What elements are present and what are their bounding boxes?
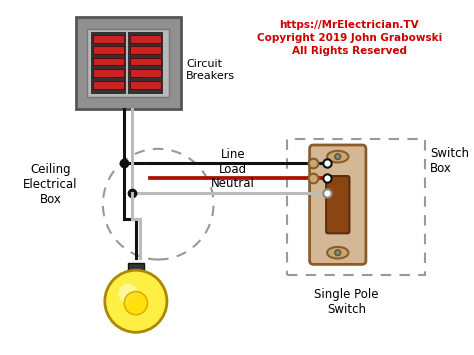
Text: Circuit
Breakers: Circuit Breakers — [186, 59, 236, 81]
Bar — [130, 69, 161, 77]
Bar — [93, 69, 124, 77]
Circle shape — [124, 291, 147, 315]
Bar — [128, 32, 163, 94]
Text: https://MrElectrician.TV
Copyright 2019 John Grabowski
All Rights Reserved: https://MrElectrician.TV Copyright 2019 … — [257, 20, 442, 56]
Bar — [87, 28, 169, 97]
Text: Line: Line — [220, 148, 245, 161]
Circle shape — [335, 154, 341, 159]
Bar — [130, 46, 161, 54]
Bar — [128, 263, 144, 277]
Ellipse shape — [327, 247, 348, 258]
Text: Switch
Box: Switch Box — [430, 147, 469, 175]
FancyBboxPatch shape — [326, 176, 349, 233]
Bar — [91, 32, 126, 94]
Circle shape — [118, 284, 138, 303]
Bar — [93, 81, 124, 89]
Text: Neutral: Neutral — [211, 177, 255, 190]
Text: Load: Load — [219, 163, 247, 176]
Text: Single Pole
Switch: Single Pole Switch — [314, 288, 379, 316]
Circle shape — [105, 270, 167, 332]
Bar — [130, 81, 161, 89]
Bar — [93, 58, 124, 65]
Bar — [93, 35, 124, 43]
Ellipse shape — [327, 151, 348, 163]
Bar — [287, 139, 425, 275]
Circle shape — [335, 250, 341, 256]
Bar — [130, 58, 161, 65]
Bar — [93, 46, 124, 54]
Bar — [130, 35, 161, 43]
Bar — [130, 281, 142, 287]
Bar — [76, 17, 181, 109]
FancyBboxPatch shape — [310, 145, 366, 264]
Text: Ceiling
Electrical
Box: Ceiling Electrical Box — [23, 163, 78, 206]
